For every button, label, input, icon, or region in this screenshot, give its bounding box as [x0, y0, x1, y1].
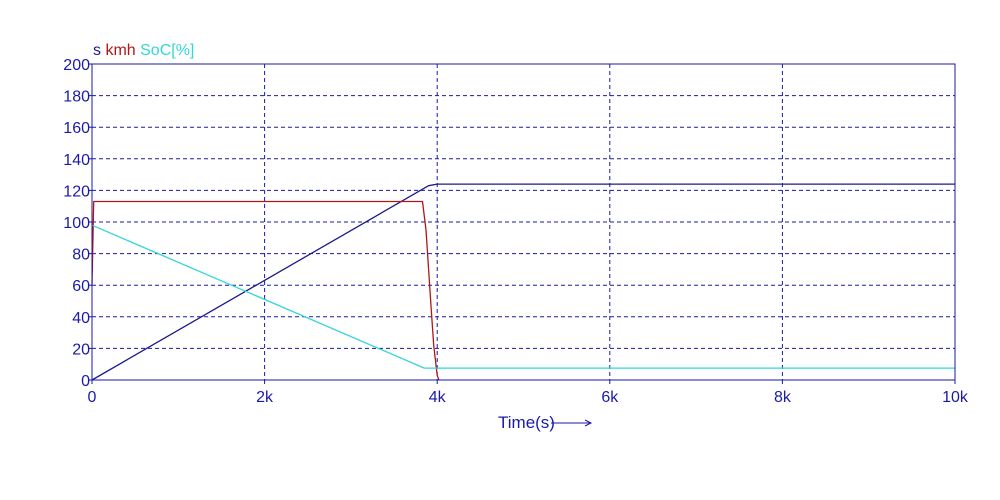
x-axis-ticks: 0 2k 4k 6k 8k 10k — [88, 380, 969, 406]
y-tick-label: 180 — [63, 89, 90, 106]
series-lines — [91, 183, 955, 381]
x-tick-label: 4k — [429, 389, 447, 406]
arrow-head — [584, 419, 593, 427]
x-axis-label: Time(s) — [498, 413, 555, 432]
x-tick-label: 2k — [256, 389, 274, 406]
y-axis-ticks: 0 20 40 60 80 100 120 140 160 180 200 — [63, 57, 92, 390]
y-tick-label: 40 — [72, 310, 90, 327]
legend-entry: s — [93, 42, 101, 59]
legend-entry: SoC[%] — [136, 42, 195, 59]
y-tick-label: 80 — [72, 247, 90, 264]
y-tick-label: 140 — [63, 152, 90, 169]
x-tick-label: 8k — [774, 389, 792, 406]
y-tick-label: 160 — [63, 120, 90, 137]
x-tick-label: 10k — [942, 389, 969, 406]
legend: s kmh SoC[%] — [93, 42, 194, 59]
y-tick-label: 0 — [81, 373, 90, 390]
x-axis-arrow-icon — [551, 419, 593, 427]
grid-lines — [92, 64, 955, 380]
series-line-kmh — [91, 200, 440, 381]
legend-entry: kmh — [101, 42, 136, 59]
series-line-s — [91, 183, 955, 381]
y-tick-label: 120 — [63, 183, 90, 200]
series-line-soc — [91, 224, 955, 369]
x-tick-label: 0 — [88, 389, 97, 406]
y-tick-label: 20 — [72, 341, 90, 358]
y-tick-label: 100 — [63, 215, 90, 232]
x-tick-label: 6k — [601, 389, 619, 406]
y-tick-label: 200 — [63, 57, 90, 74]
y-tick-label: 60 — [72, 278, 90, 295]
